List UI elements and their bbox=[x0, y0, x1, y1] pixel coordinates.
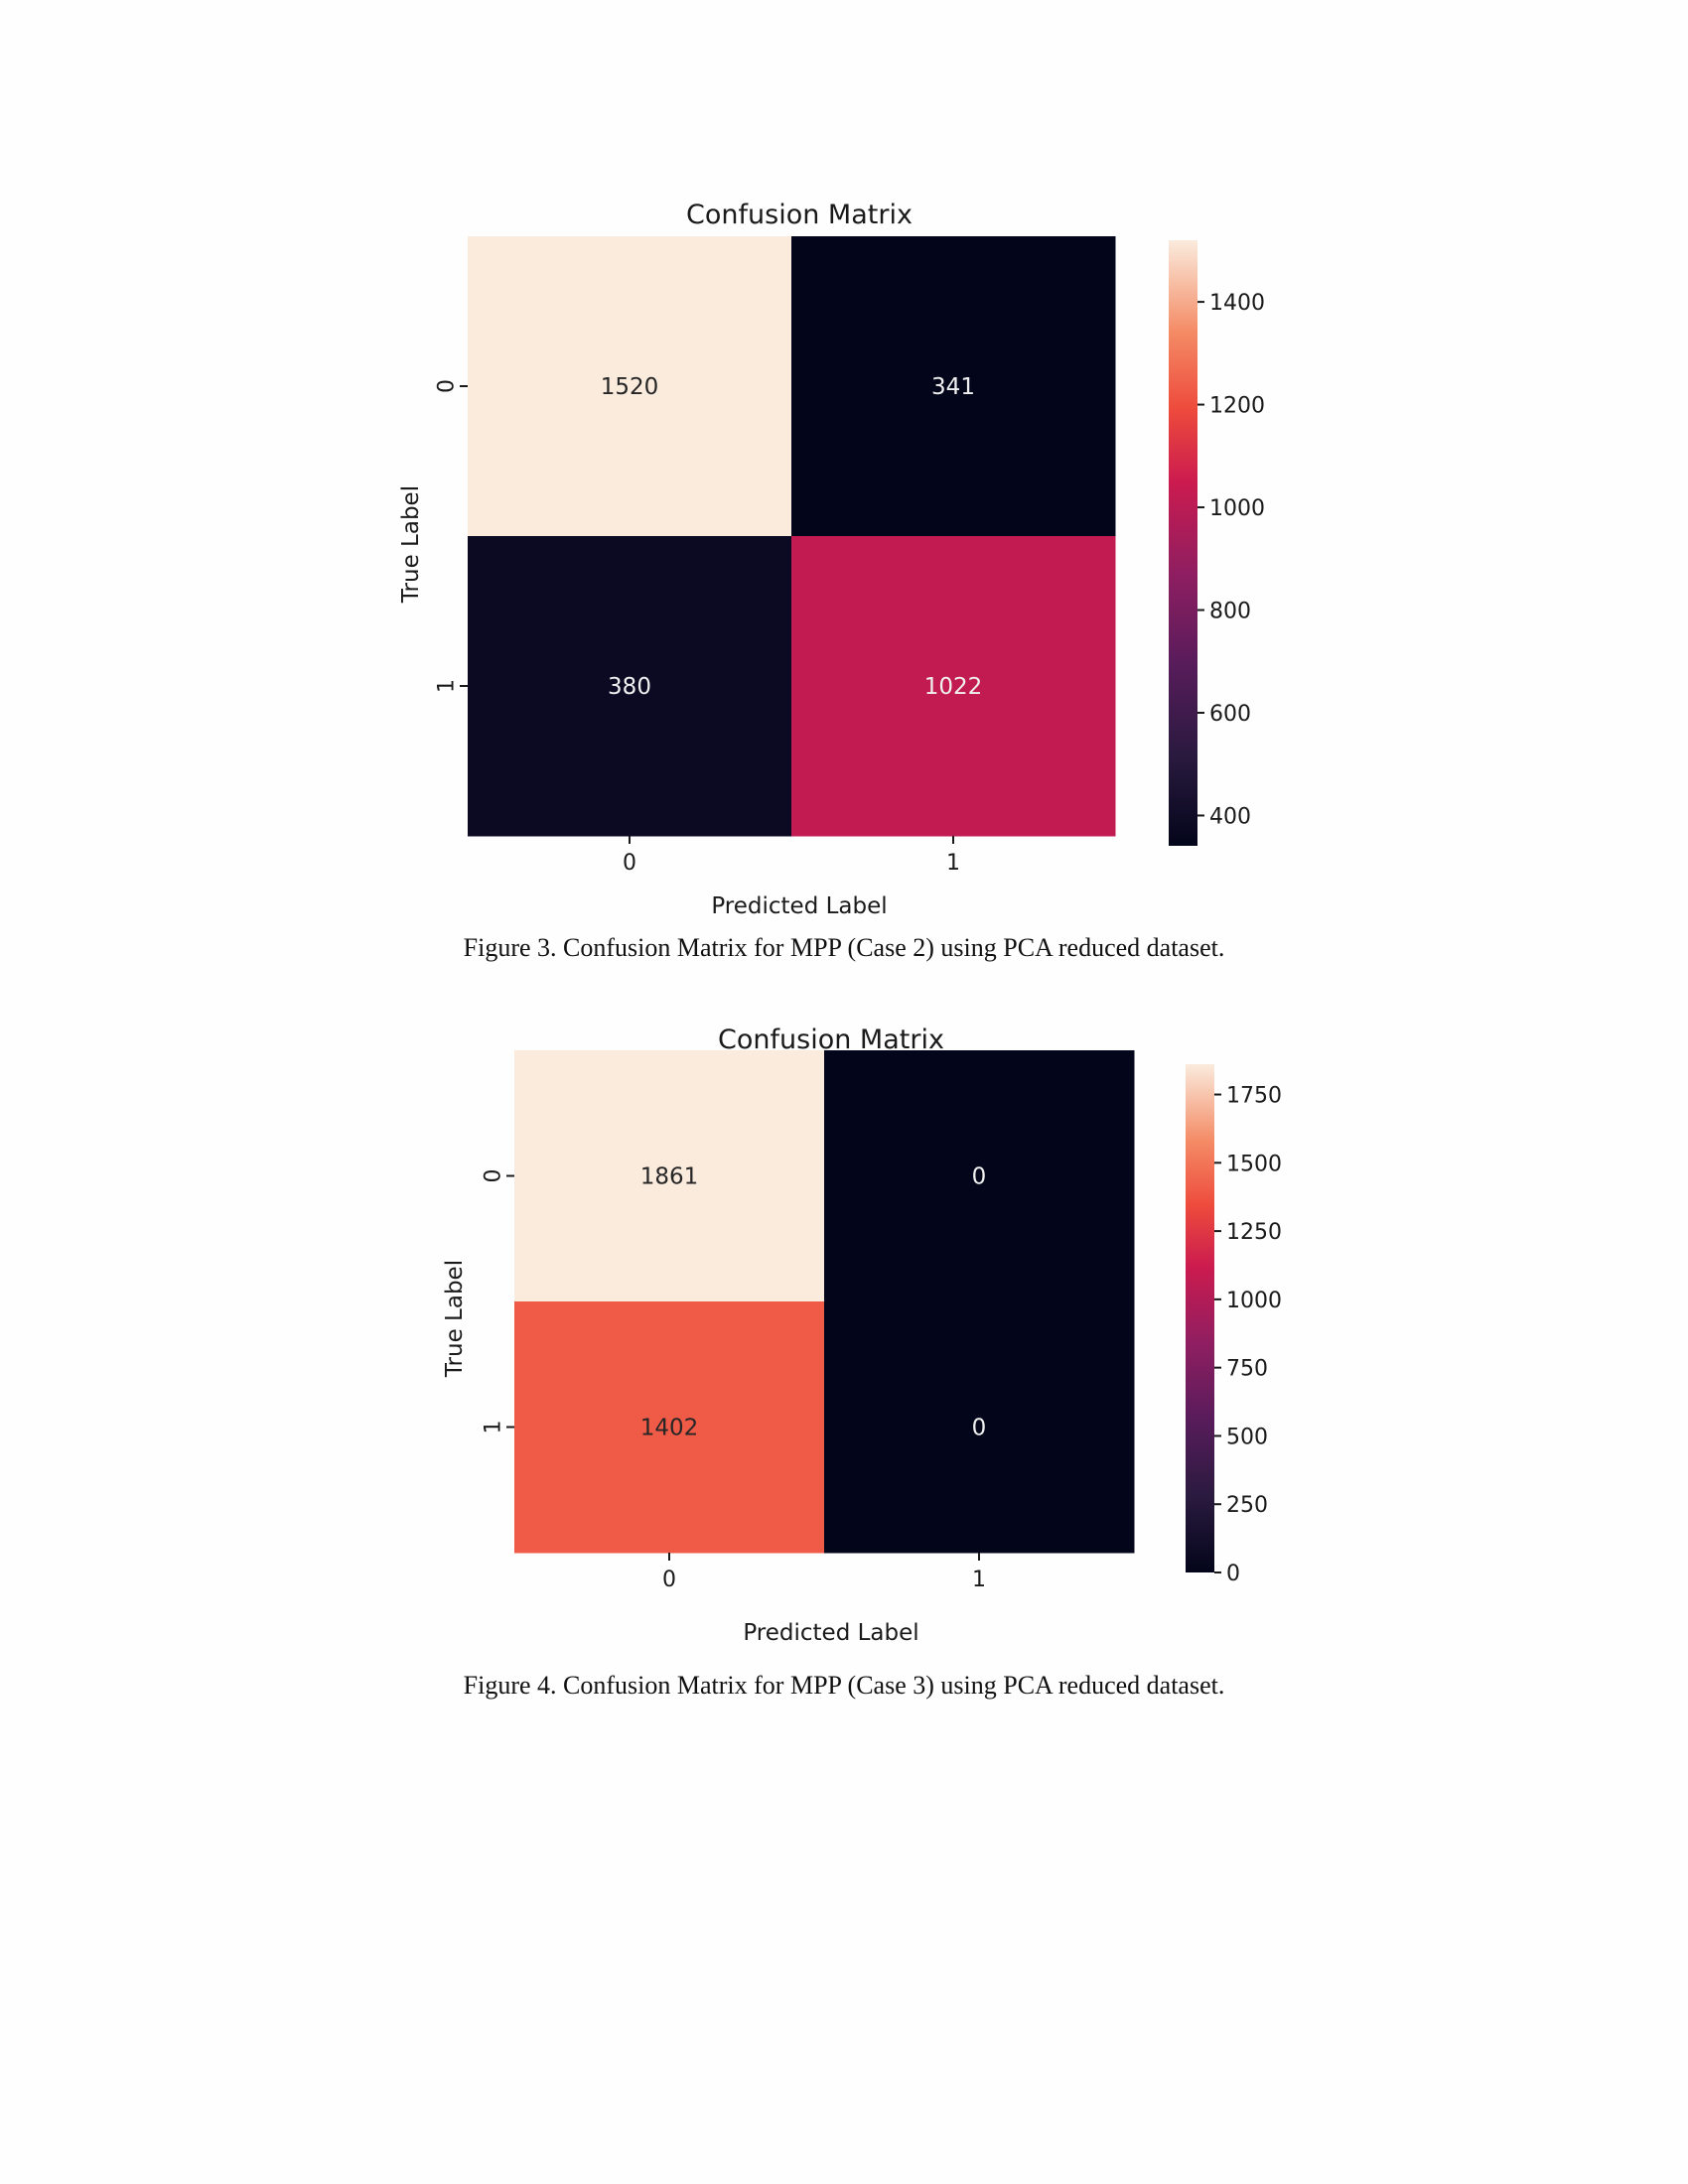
heatmap-cell-r1-c0 bbox=[514, 1301, 825, 1554]
figure-caption: Figure 4. Confusion Matrix for MPP (Case… bbox=[463, 1671, 1225, 1700]
cell-value-label-r0-c1: 0 bbox=[972, 1164, 987, 1190]
heatmap-cell-r1-c0 bbox=[468, 536, 792, 837]
cell-value-label-r1-c1: 0 bbox=[972, 1416, 987, 1441]
cell-value-label-r0-c0: 1520 bbox=[601, 374, 659, 400]
y-tick-label: 0 bbox=[435, 379, 460, 393]
x-tick-label: 1 bbox=[972, 1568, 986, 1592]
y-axis-label: True Label bbox=[398, 485, 424, 604]
heatmap-cell-r0-c1 bbox=[824, 1050, 1135, 1302]
y-axis-label: True Label bbox=[442, 1260, 468, 1378]
chart-1: Confusion Matrix 1520 341 380 1022 0 1 0 1 Pr… bbox=[398, 200, 1265, 919]
colorbar-tick-label: 800 bbox=[1209, 600, 1251, 624]
colorbar-tick-label: 750 bbox=[1226, 1357, 1268, 1382]
heatmap-cell-r0-c0 bbox=[468, 236, 792, 537]
cell-value-label-r1-c1: 1022 bbox=[924, 674, 983, 700]
cell-value-label-r0-c0: 1861 bbox=[640, 1164, 699, 1190]
colorbar bbox=[1186, 1064, 1214, 1572]
cell-value-label-r1-c0: 1402 bbox=[640, 1416, 699, 1441]
x-axis-label: Predicted Label bbox=[743, 1620, 918, 1646]
colorbar-tick-label: 1750 bbox=[1226, 1084, 1282, 1109]
heatmap-cell-r0-c0 bbox=[514, 1050, 825, 1302]
y-tick-label: 1 bbox=[482, 1421, 506, 1434]
figure-caption: Figure 3. Confusion Matrix for MPP (Case… bbox=[463, 933, 1225, 962]
colorbar-tick-label: 1400 bbox=[1209, 291, 1265, 316]
x-tick-label: 1 bbox=[946, 851, 960, 876]
colorbar-tick-label: 0 bbox=[1226, 1562, 1240, 1586]
y-tick-label: 0 bbox=[482, 1169, 506, 1183]
colorbar-tick-label: 1200 bbox=[1209, 394, 1265, 419]
heatmap-cell-r1-c1 bbox=[824, 1301, 1135, 1554]
cell-value-label-r1-c0: 380 bbox=[608, 674, 651, 700]
colorbar bbox=[1169, 240, 1197, 846]
x-tick-label: 0 bbox=[662, 1568, 676, 1592]
x-axis-label: Predicted Label bbox=[711, 893, 887, 919]
colorbar-tick-label: 600 bbox=[1209, 702, 1251, 727]
heatmap-cell-r0-c1 bbox=[791, 236, 1116, 537]
y-tick-label: 1 bbox=[435, 679, 460, 693]
colorbar-tick-label: 1000 bbox=[1226, 1289, 1282, 1313]
colorbar-tick-label: 1000 bbox=[1209, 496, 1265, 521]
colorbar-tick-label: 1500 bbox=[1226, 1152, 1282, 1176]
chart-2: Confusion Matrix 1861 0 1402 0 0 1 0 1 Predic… bbox=[442, 1024, 1282, 1646]
x-tick-label: 0 bbox=[623, 851, 636, 876]
colorbar-tick-label: 400 bbox=[1209, 804, 1251, 829]
colorbar-tick-label: 500 bbox=[1226, 1425, 1268, 1449]
chart-title: Confusion Matrix bbox=[718, 1024, 944, 1055]
colorbar-tick-label: 1250 bbox=[1226, 1220, 1282, 1245]
chart-title: Confusion Matrix bbox=[686, 200, 913, 230]
colorbar-tick-label: 250 bbox=[1226, 1493, 1268, 1518]
heatmap-cell-r1-c1 bbox=[791, 536, 1116, 837]
cell-value-label-r0-c1: 341 bbox=[931, 374, 975, 400]
